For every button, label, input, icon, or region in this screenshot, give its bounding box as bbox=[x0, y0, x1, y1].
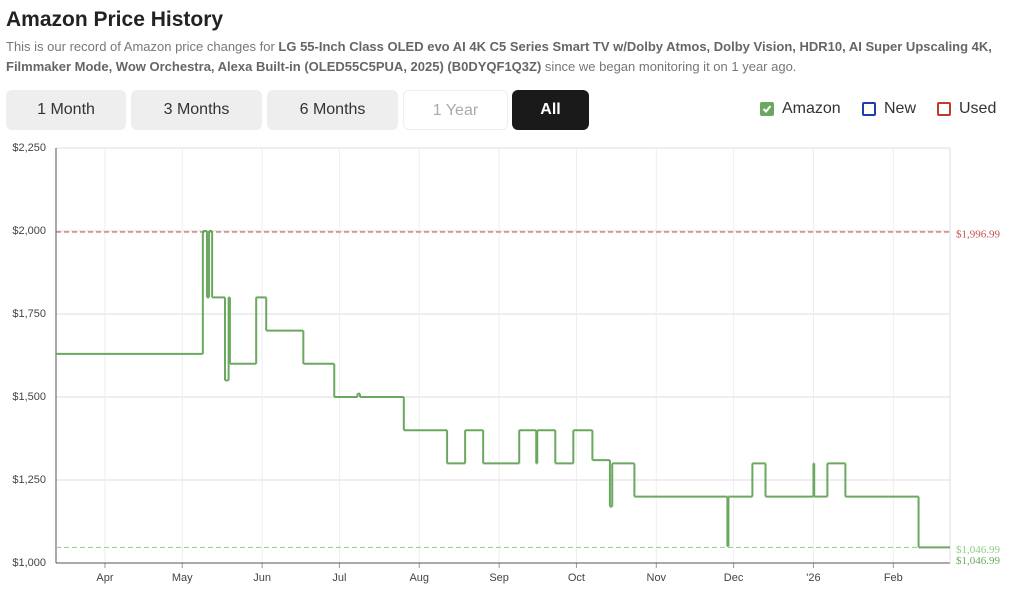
range-button[interactable]: 3 Months bbox=[131, 90, 262, 130]
desc-text: This is our record of Amazon price chang… bbox=[6, 39, 279, 54]
x-tick-label: Feb bbox=[884, 572, 903, 584]
last-price-label: $1,046.99 bbox=[956, 555, 1001, 567]
x-tick-label: Nov bbox=[647, 572, 667, 584]
product-name: LG 55-Inch Class OLED evo AI 4K C5 Serie… bbox=[6, 39, 992, 74]
range-button[interactable]: 1 Month bbox=[6, 90, 126, 130]
y-tick-label: $1,000 bbox=[12, 557, 46, 569]
legend-label: New bbox=[884, 100, 917, 117]
x-tick-label: Apr bbox=[96, 572, 113, 584]
y-tick-label: $2,000 bbox=[12, 225, 46, 237]
legend-label: Amazon bbox=[782, 100, 841, 117]
legend-item[interactable]: Amazon bbox=[760, 100, 841, 118]
legend-checkbox[interactable] bbox=[760, 102, 774, 116]
legend-label: Used bbox=[959, 100, 997, 117]
range-button[interactable]: All bbox=[512, 90, 589, 130]
y-tick-label: $1,250 bbox=[12, 474, 46, 486]
x-tick-label: Jul bbox=[332, 572, 346, 584]
y-tick-label: $1,750 bbox=[12, 308, 46, 320]
x-tick-label: Aug bbox=[409, 572, 429, 584]
y-tick-label: $1,500 bbox=[12, 391, 46, 403]
range-button[interactable]: 6 Months bbox=[267, 90, 398, 130]
check bbox=[762, 105, 772, 113]
x-tick-label: Sep bbox=[489, 572, 509, 584]
x-tick-label: Dec bbox=[724, 572, 744, 584]
page-title: Amazon Price History bbox=[6, 8, 224, 31]
reference-label: $1,046.99 bbox=[956, 544, 1001, 556]
x-tick-label: Jun bbox=[253, 572, 271, 584]
legend-item[interactable]: New bbox=[862, 100, 916, 118]
desc-text: since we began monitoring it on 1 year a… bbox=[541, 59, 797, 74]
legend-checkbox[interactable] bbox=[937, 102, 951, 116]
x-tick-label: Oct bbox=[568, 572, 585, 584]
x-tick-label: May bbox=[172, 572, 193, 584]
x-tick-label: '26 bbox=[806, 572, 820, 584]
legend-checkbox[interactable] bbox=[862, 102, 876, 116]
range-button: 1 Year bbox=[403, 90, 508, 130]
legend-item[interactable]: Used bbox=[937, 100, 996, 118]
reference-label: $1,996.99 bbox=[956, 229, 1001, 241]
description: This is our record of Amazon price chang… bbox=[6, 37, 1016, 77]
y-tick-label: $2,250 bbox=[12, 142, 46, 154]
